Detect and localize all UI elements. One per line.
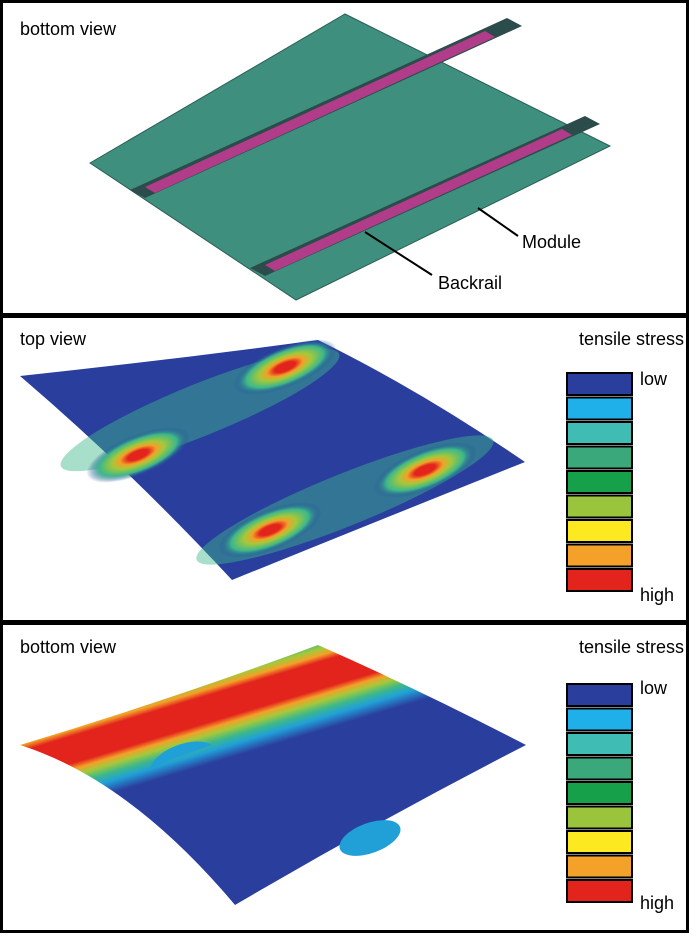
panel-label: bottom view (20, 637, 117, 657)
annotation: Backrail (438, 273, 502, 293)
legend-swatch (567, 373, 632, 395)
legend-swatch (567, 733, 632, 755)
legend-swatch (567, 545, 632, 567)
legend-swatch (567, 422, 632, 444)
legend-low: low (640, 678, 668, 698)
page: bottom view Module Backrail top view ten… (0, 0, 689, 938)
annotation: Module (522, 232, 581, 252)
legend-high: high (640, 893, 674, 913)
legend-swatch (567, 398, 632, 420)
legend-swatch (567, 684, 632, 706)
legend-swatch (567, 856, 632, 878)
legend-swatch (567, 447, 632, 469)
legend-swatch (567, 569, 632, 591)
color-legend (567, 373, 632, 591)
color-legend (567, 684, 632, 902)
legend-swatch (567, 831, 632, 853)
legend-low: low (640, 369, 668, 389)
legend-swatch (567, 880, 632, 902)
legend-swatch (567, 520, 632, 542)
figure: bottom view Module Backrail top view ten… (0, 0, 689, 933)
legend-swatch (567, 496, 632, 518)
legend-swatch (567, 471, 632, 493)
legend-swatch (567, 807, 632, 829)
module-plate (90, 14, 610, 300)
legend-swatch (567, 782, 632, 804)
panel-label: top view (20, 329, 87, 349)
legend-swatch (567, 758, 632, 780)
legend-title: tensile stress (579, 637, 684, 657)
legend-swatch (567, 709, 632, 731)
leader-line (478, 208, 518, 236)
stress-plate (20, 645, 526, 905)
panel-label: bottom view (20, 19, 117, 39)
legend-title: tensile stress (579, 329, 684, 349)
legend-high: high (640, 585, 674, 605)
